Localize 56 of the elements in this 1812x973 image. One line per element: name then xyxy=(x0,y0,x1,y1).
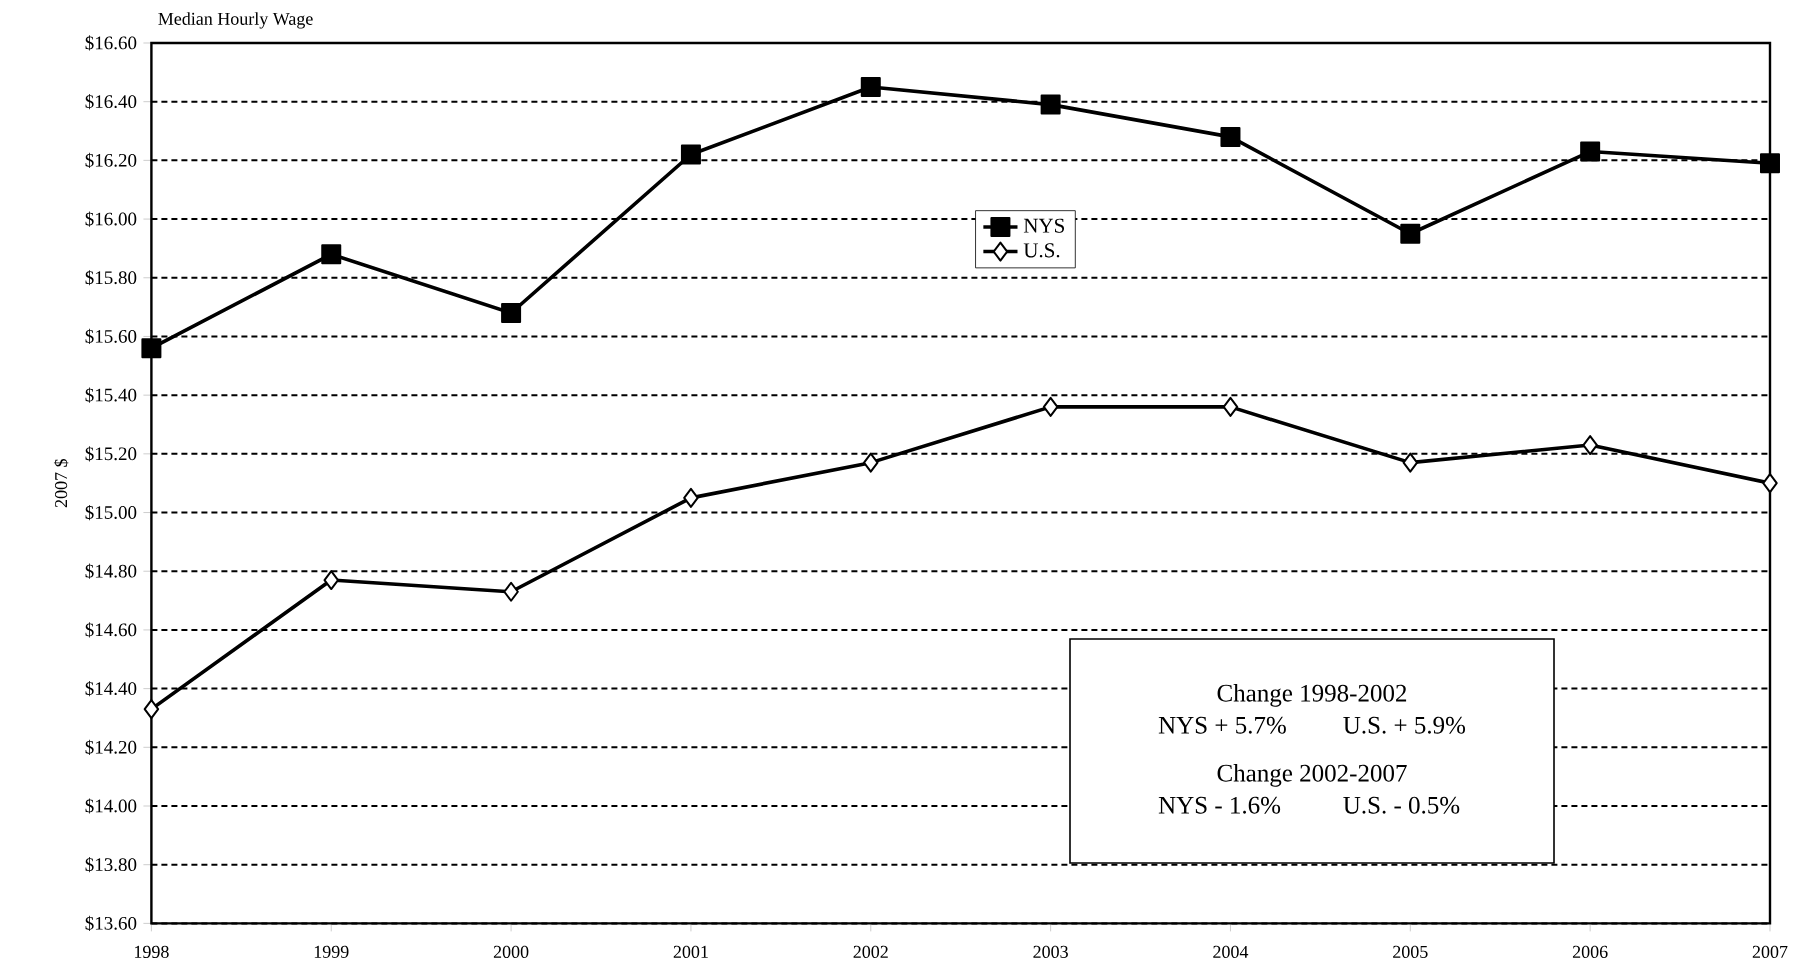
y-tick-label: $16.60 xyxy=(85,35,137,51)
x-tick-label: 2001 xyxy=(673,945,708,958)
x-tick-label: 2006 xyxy=(1572,945,1608,958)
legend-label: NYS xyxy=(1023,218,1065,233)
x-tick-label: 2004 xyxy=(1213,945,1249,958)
point xyxy=(503,581,519,602)
point xyxy=(1040,94,1061,115)
x-tick-label: 1998 xyxy=(134,945,169,958)
y-axis-title: 2007 $ xyxy=(53,459,69,508)
x-tick-label: 1999 xyxy=(314,945,349,958)
x-tick-label: 2000 xyxy=(493,945,529,958)
point xyxy=(1582,435,1598,456)
legend-label: U.S. xyxy=(1023,243,1060,258)
chart-title: Median Hourly Wage xyxy=(158,12,313,29)
y-tick-label: $14.60 xyxy=(85,622,137,638)
x-tick-label: 2003 xyxy=(1033,945,1068,958)
point xyxy=(680,144,701,165)
point xyxy=(323,570,339,591)
y-tick-label: $14.20 xyxy=(85,739,137,755)
y-tick-label: $13.60 xyxy=(85,915,137,931)
point xyxy=(141,338,162,359)
x-tick-label: 2007 xyxy=(1752,945,1788,958)
y-tick-label: $16.40 xyxy=(85,94,137,110)
annotation: Change 1998-2002 xyxy=(1217,684,1407,707)
y-tick-label: $16.00 xyxy=(85,211,137,227)
y-tick-label: $15.00 xyxy=(85,504,137,521)
y-tick-label: $15.40 xyxy=(85,387,137,403)
y-tick-label: $13.80 xyxy=(85,857,137,873)
point xyxy=(1220,126,1241,147)
x-tick-label: 2005 xyxy=(1393,945,1428,958)
point xyxy=(501,302,522,323)
annotation: NYS - 1.6% xyxy=(1158,796,1281,814)
y-tick-label: $14.00 xyxy=(85,798,137,814)
y-tick-label: $14.40 xyxy=(85,681,137,697)
point xyxy=(1042,396,1059,417)
point xyxy=(1400,223,1421,244)
point xyxy=(143,699,160,720)
y-tick-label: $15.60 xyxy=(85,328,137,345)
y-tick-label: $15.20 xyxy=(85,446,137,462)
point xyxy=(683,487,699,508)
annotation: U.S. + 5.9% xyxy=(1343,716,1466,734)
y-tick-label: $14.80 xyxy=(85,563,137,579)
point xyxy=(1402,452,1419,473)
y-tick-label: $16.20 xyxy=(85,152,137,168)
annotation: U.S. - 0.5% xyxy=(1343,796,1460,814)
point xyxy=(860,77,881,98)
x-tick-label: 2002 xyxy=(853,945,888,958)
y-tick-label: $15.80 xyxy=(85,270,137,286)
point xyxy=(1222,396,1239,417)
point xyxy=(863,452,879,473)
point xyxy=(321,244,342,265)
point xyxy=(1762,473,1778,494)
point xyxy=(1759,153,1780,174)
annotation: NYS + 5.7% xyxy=(1158,716,1286,734)
point xyxy=(1580,141,1601,162)
annotation: Change 2002-2007 xyxy=(1217,764,1407,787)
